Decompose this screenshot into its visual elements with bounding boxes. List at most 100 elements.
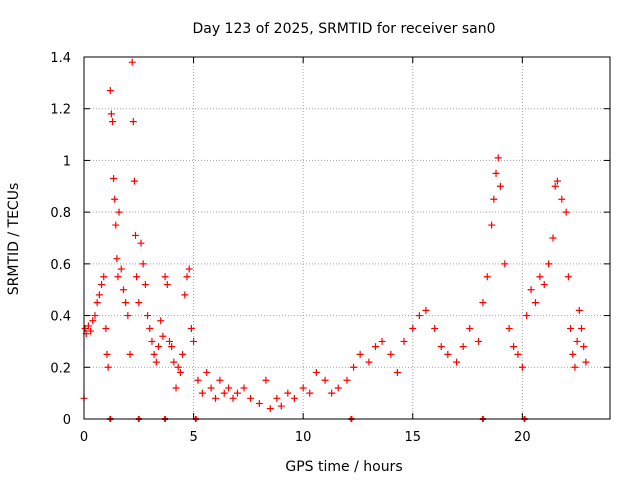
data-point [571, 363, 579, 371]
data-point [536, 273, 544, 281]
data-point [183, 273, 191, 281]
y-tick-label: 0.4 [50, 310, 71, 325]
data-point [174, 363, 182, 371]
data-point [483, 273, 491, 281]
data-point [422, 306, 430, 314]
data-point [492, 169, 500, 177]
x-tick-label: 10 [295, 430, 312, 445]
data-point [152, 358, 160, 366]
data-point [459, 343, 467, 351]
data-point [558, 195, 566, 203]
y-tick-label: 1.4 [50, 51, 71, 66]
data-point [155, 343, 163, 351]
data-point [262, 376, 270, 384]
data-point [185, 265, 193, 273]
data-point [103, 350, 111, 358]
data-point [146, 325, 154, 332]
grid-lines [84, 57, 610, 419]
x-tick-label: 15 [404, 430, 421, 445]
data-point [172, 384, 180, 392]
y-tick-label: 0.2 [50, 361, 71, 376]
data-point [148, 337, 156, 345]
y-tick-label: 0.8 [50, 206, 71, 221]
data-point [312, 368, 320, 376]
y-axis-label: SRMTID / TECUs [6, 183, 22, 296]
data-point [190, 337, 198, 345]
data-point [328, 389, 336, 397]
data-point [233, 389, 241, 397]
data-point [165, 337, 173, 345]
data-point [490, 195, 498, 203]
data-point [181, 291, 189, 299]
data-point [137, 239, 145, 247]
data-point [564, 273, 572, 281]
data-point [159, 332, 167, 340]
data-point [321, 376, 329, 384]
data-point [112, 221, 120, 229]
data-point [161, 273, 169, 281]
data-point [225, 384, 233, 392]
data-point [133, 273, 141, 281]
data-point [501, 260, 509, 268]
data-point [126, 350, 134, 358]
data-point [89, 317, 97, 325]
data-point [198, 389, 206, 397]
data-point [266, 405, 274, 413]
data-point [496, 182, 504, 190]
data-point [122, 299, 130, 307]
data-point [549, 234, 557, 242]
data-point [518, 363, 526, 371]
tick-labels: 0 0.2 0.4 0.6 0.8 1 1.2 1.4 0 5 10 15 20 [50, 51, 530, 445]
data-point [306, 389, 314, 397]
data-point [100, 273, 108, 281]
data-point [466, 325, 474, 332]
data-point [569, 350, 577, 358]
data-point [255, 399, 263, 407]
data-point [111, 195, 119, 203]
data-point [562, 208, 570, 216]
data-point [356, 350, 364, 358]
data-point [580, 343, 588, 351]
data-point [553, 177, 561, 185]
data-point [115, 208, 123, 216]
data-point [179, 350, 187, 358]
data-point [114, 273, 122, 281]
data-point [273, 394, 281, 402]
data-point [98, 281, 106, 289]
data-point [141, 281, 149, 289]
data-point [135, 299, 143, 307]
x-axis-label: GPS time / hours [285, 459, 402, 475]
data-point [113, 255, 121, 263]
data-point [132, 231, 140, 239]
data-point [207, 384, 215, 392]
data-point [567, 325, 575, 332]
data-point [212, 394, 219, 402]
data-point [144, 312, 152, 320]
data-point [128, 58, 136, 66]
data-point [117, 265, 125, 273]
data-point [87, 327, 95, 335]
data-point [119, 286, 127, 294]
data-point [284, 389, 292, 397]
data-point [453, 358, 461, 366]
chart-title: Day 123 of 2025, SRMTID for receiver san… [192, 21, 495, 37]
data-point [551, 182, 559, 190]
data-point [277, 402, 285, 410]
data-point [150, 350, 158, 358]
data-point [170, 358, 178, 366]
data-point [157, 317, 165, 325]
axis-ticks [83, 56, 610, 420]
data-point [108, 118, 116, 126]
data-point [102, 325, 110, 332]
data-point [290, 394, 298, 402]
data-point [475, 337, 482, 345]
x-tick-label: 5 [189, 430, 197, 445]
data-point [168, 343, 176, 351]
data-point [437, 343, 445, 351]
y-tick-label: 0 [63, 413, 71, 428]
data-point [203, 368, 211, 376]
data-point [514, 350, 522, 358]
data-point [129, 118, 137, 126]
data-points [80, 58, 590, 422]
